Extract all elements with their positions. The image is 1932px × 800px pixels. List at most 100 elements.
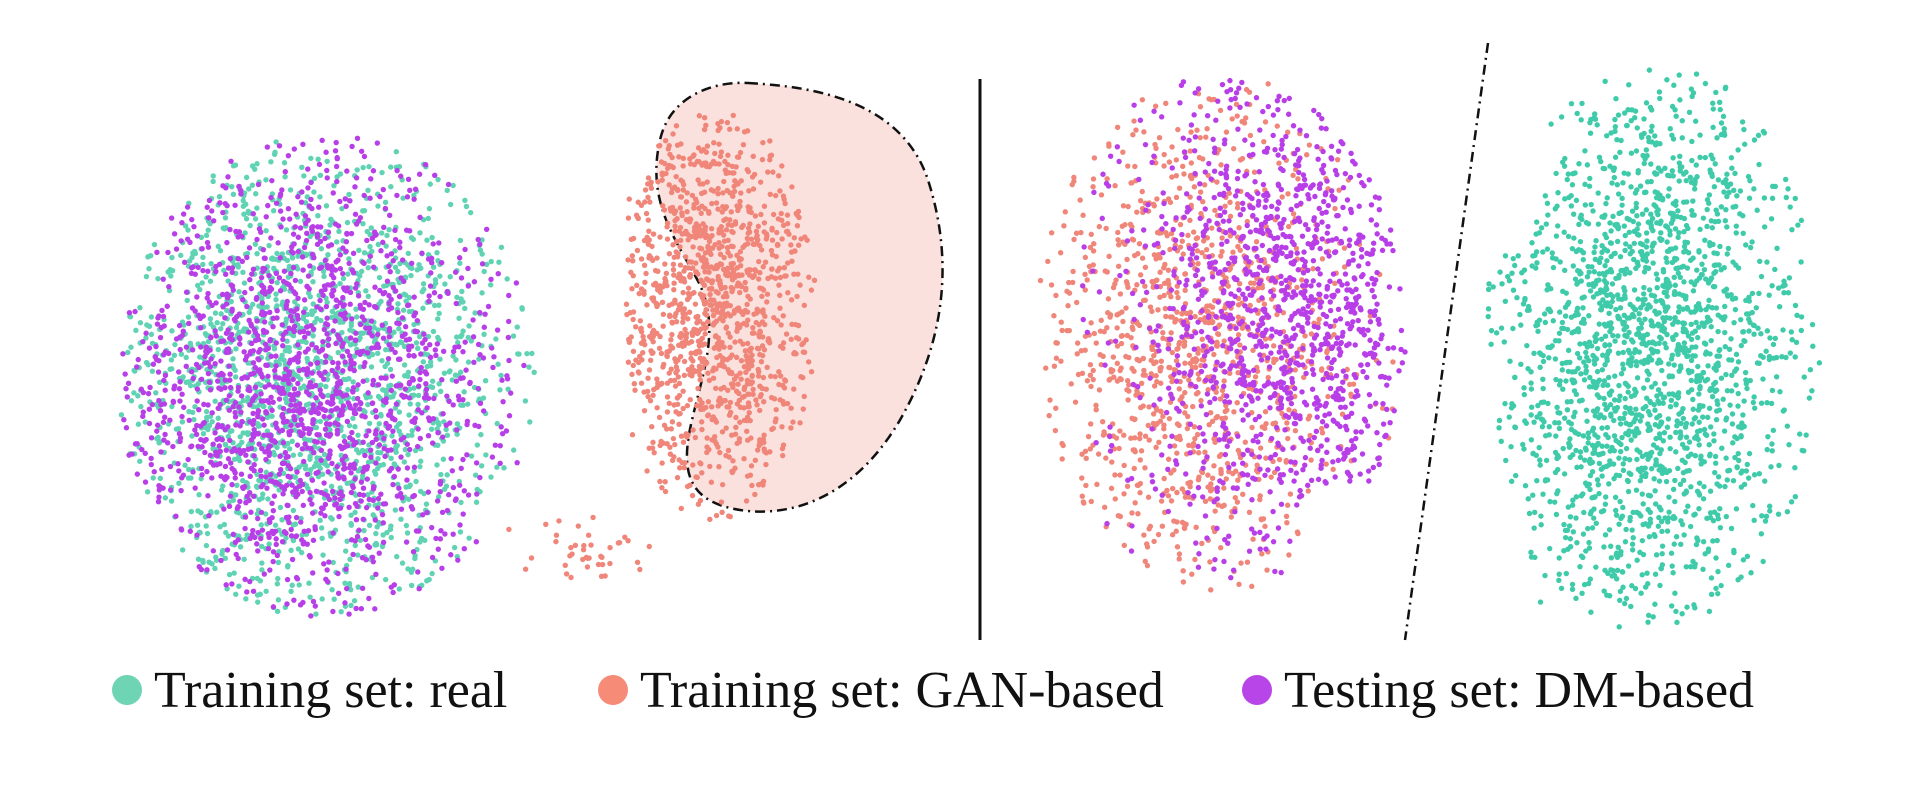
point-left-1-0 (795, 336, 802, 342)
point-left-1-0 (777, 274, 784, 281)
point-left-0-0 (240, 397, 246, 404)
point-left-1-0 (671, 254, 677, 260)
point-left-2-0 (288, 285, 294, 291)
point-left-1-0 (778, 322, 784, 328)
point-left-0-0 (303, 319, 310, 325)
point-left-2-0 (292, 402, 299, 409)
point-left-1-0 (645, 194, 651, 201)
point-left-1-0 (697, 396, 703, 403)
point-left-2-0 (248, 465, 255, 471)
point-left-0-0 (279, 301, 285, 308)
point-left-1-0 (801, 302, 808, 309)
point-right-0-0 (1630, 535, 1636, 541)
point-left-2-0 (239, 233, 245, 239)
point-left-2-0 (280, 405, 287, 412)
point-left-2-0 (378, 375, 384, 381)
point-left-2-0 (225, 327, 231, 333)
point-left-1-0 (808, 287, 815, 293)
point-left-2-0 (408, 343, 415, 349)
point-left-0-0 (380, 461, 387, 468)
point-right-0-0 (1601, 395, 1607, 402)
point-left-0-0 (323, 203, 330, 209)
point-right-0-0 (1617, 253, 1624, 260)
point-left-2-0 (379, 322, 385, 328)
point-left-2-0 (246, 497, 252, 504)
point-left-1-0 (731, 376, 738, 382)
point-left-0-0 (257, 478, 263, 484)
point-left-2-0 (223, 271, 229, 277)
point-left-0-0 (328, 216, 334, 223)
point-left-1-0 (647, 323, 653, 329)
point-left-2-0 (366, 496, 372, 503)
point-left-2-0 (492, 442, 499, 448)
point-left-0-0 (416, 333, 423, 340)
point-left-1-0 (651, 282, 657, 288)
point-left-1-0 (750, 153, 756, 160)
point-left-0-0 (168, 357, 175, 363)
point-left-2-0 (316, 204, 322, 210)
point-left-1-0 (651, 449, 657, 456)
point-left-1-0 (738, 357, 745, 364)
point-left-2-0 (292, 224, 298, 230)
point-left-2-0 (267, 567, 273, 573)
point-left-1-0 (695, 252, 701, 258)
point-left-1-0 (695, 313, 701, 320)
point-left-1-0 (668, 366, 674, 372)
point-left-1-0 (752, 457, 759, 463)
point-left-0-0 (165, 269, 171, 275)
point-left-1-0 (760, 139, 766, 146)
point-left-2-0 (354, 503, 360, 510)
point-left-0-0 (436, 310, 442, 317)
point-left-0-0 (303, 402, 310, 408)
point-left-1-0 (740, 341, 746, 347)
point-left-2-0 (436, 240, 442, 246)
point-left-0-0 (405, 451, 411, 458)
point-left-2-0 (411, 417, 417, 423)
point-left-2-0 (342, 196, 348, 202)
point-left-1-0 (698, 233, 704, 239)
point-left-2-0 (299, 421, 305, 428)
point-right-0-0 (1522, 483, 1529, 489)
point-left-0-0 (329, 587, 335, 593)
point-left-2-0 (189, 216, 195, 223)
point-left-0-0 (424, 237, 430, 243)
point-left-2-0 (134, 364, 140, 370)
point-left-2-0 (394, 192, 400, 199)
point-left-2-0 (223, 582, 229, 588)
point-left-0-0 (457, 529, 464, 535)
point-left-0-0 (218, 325, 224, 332)
point-left-0-0 (494, 420, 500, 427)
point-left-1-0 (676, 380, 683, 387)
point-left-2-0 (460, 456, 466, 463)
point-left-0-0 (311, 175, 318, 182)
point-left-2-0 (203, 348, 209, 355)
point-left-0-0 (375, 241, 381, 248)
point-left-0-0 (254, 471, 260, 477)
point-left-0-0 (460, 328, 466, 334)
point-left-0-0 (272, 149, 278, 155)
point-left-2-0 (514, 459, 520, 466)
point-left-2-0 (269, 177, 275, 184)
point-left-2-0 (236, 404, 242, 410)
point-left-1-0 (767, 153, 773, 159)
point-left-1-0 (698, 255, 704, 262)
point-left-2-0 (247, 419, 253, 425)
point-left-2-0 (258, 391, 264, 397)
point-left-0-0 (524, 350, 530, 357)
point-left-1-0 (715, 191, 721, 197)
point-right-0-0 (1727, 402, 1733, 408)
point-left-1-0 (662, 479, 668, 485)
point-left-2-0 (243, 353, 250, 360)
point-right-0-0 (1661, 380, 1668, 387)
point-left-2-0 (353, 337, 359, 344)
point-left-1-0 (680, 319, 686, 325)
point-left-1-1 (584, 564, 591, 570)
point-left-2-0 (202, 437, 209, 443)
point-left-1-0 (794, 223, 801, 229)
point-left-1-0 (720, 232, 727, 238)
point-left-1-1 (590, 514, 596, 521)
point-left-1-1 (575, 523, 582, 529)
point-left-2-0 (176, 322, 183, 329)
point-left-2-0 (391, 582, 398, 588)
point-left-2-0 (206, 215, 212, 221)
